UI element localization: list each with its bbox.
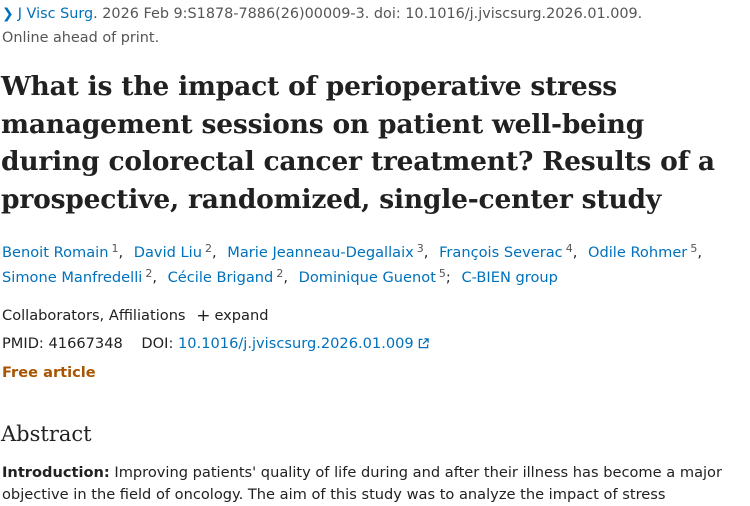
free-article-badge: Free article [2, 364, 96, 381]
author-link[interactable]: Cécile Brigand [167, 269, 274, 286]
author-item: Odile Rohmer 5, [587, 242, 702, 261]
introduction-text: Improving patients' quality of life duri… [2, 464, 722, 503]
author-affiliation[interactable]: 5 [690, 242, 698, 255]
author-affiliation[interactable]: 2 [204, 242, 212, 255]
author-link[interactable]: Simone Manfredelli [2, 269, 143, 286]
chevron-right-icon: ❯ [2, 6, 14, 22]
author-link[interactable]: Benoit Romain [2, 244, 109, 261]
author-item: Dominique Guenot 5; [298, 267, 451, 286]
author-item: Cécile Brigand 2, [167, 267, 288, 286]
abstract-introduction: Introduction: Improving patients' qualit… [2, 462, 742, 506]
collaborators-affiliations: Collaborators, Affiliations + expand [2, 305, 269, 326]
author-affiliation[interactable]: 4 [565, 242, 573, 255]
author-link[interactable]: François Severac [439, 244, 563, 261]
expand-label: expand [214, 307, 269, 324]
plus-icon: + [196, 306, 211, 326]
author-item: Benoit Romain 1, [2, 242, 124, 261]
doi-value: 10.1016/j.jviscsurg.2026.01.009 [178, 335, 414, 352]
expand-button[interactable]: + expand [196, 306, 269, 326]
author-affiliation[interactable]: 2 [276, 267, 284, 280]
author-item: Marie Jeanneau-Degallaix 3, [227, 242, 429, 261]
abstract-heading: Abstract [1, 422, 92, 446]
author-affiliation[interactable]: 1 [111, 242, 119, 255]
doi-label: DOI: [141, 335, 174, 352]
author-link[interactable]: Dominique Guenot [298, 269, 436, 286]
author-item: Simone Manfredelli 2, [2, 267, 157, 286]
author-affiliation[interactable]: 5 [438, 267, 446, 280]
external-link-icon [418, 338, 429, 349]
article-identifiers: PMID: 41667348 DOI: 10.1016/j.jviscsurg.… [2, 334, 429, 354]
publication-status: Online ahead of print. [2, 30, 160, 46]
authors-list: Benoit Romain 1, David Liu 2, Marie Jeanne… [2, 240, 742, 290]
author-affiliation[interactable]: 3 [416, 242, 424, 255]
author-item: David Liu 2, [133, 242, 217, 261]
citation-line: ❯ J Visc Surg. 2026 Feb 9:S1878-7886(26)0… [2, 4, 642, 24]
author-item: C-BIEN group [461, 269, 557, 286]
introduction-label: Introduction: [2, 464, 110, 481]
author-link[interactable]: C-BIEN group [461, 269, 558, 286]
author-link[interactable]: David Liu [133, 244, 202, 261]
author-link[interactable]: Marie Jeanneau-Degallaix [227, 244, 414, 261]
citation-details: . 2026 Feb 9:S1878-7886(26)00009-3. doi:… [93, 6, 643, 22]
article-title: What is the impact of perioperative stre… [1, 71, 715, 215]
author-item: François Severac 4, [439, 242, 578, 261]
author-link[interactable]: Odile Rohmer [587, 244, 688, 261]
pmid-label: PMID: [2, 335, 44, 352]
doi-link[interactable]: 10.1016/j.jviscsurg.2026.01.009 [178, 335, 429, 352]
pmid-value: 41667348 [48, 335, 123, 352]
author-affiliation[interactable]: 2 [145, 267, 153, 280]
collaborators-label: Collaborators, Affiliations [2, 307, 186, 324]
journal-link[interactable]: J Visc Surg [17, 6, 94, 22]
